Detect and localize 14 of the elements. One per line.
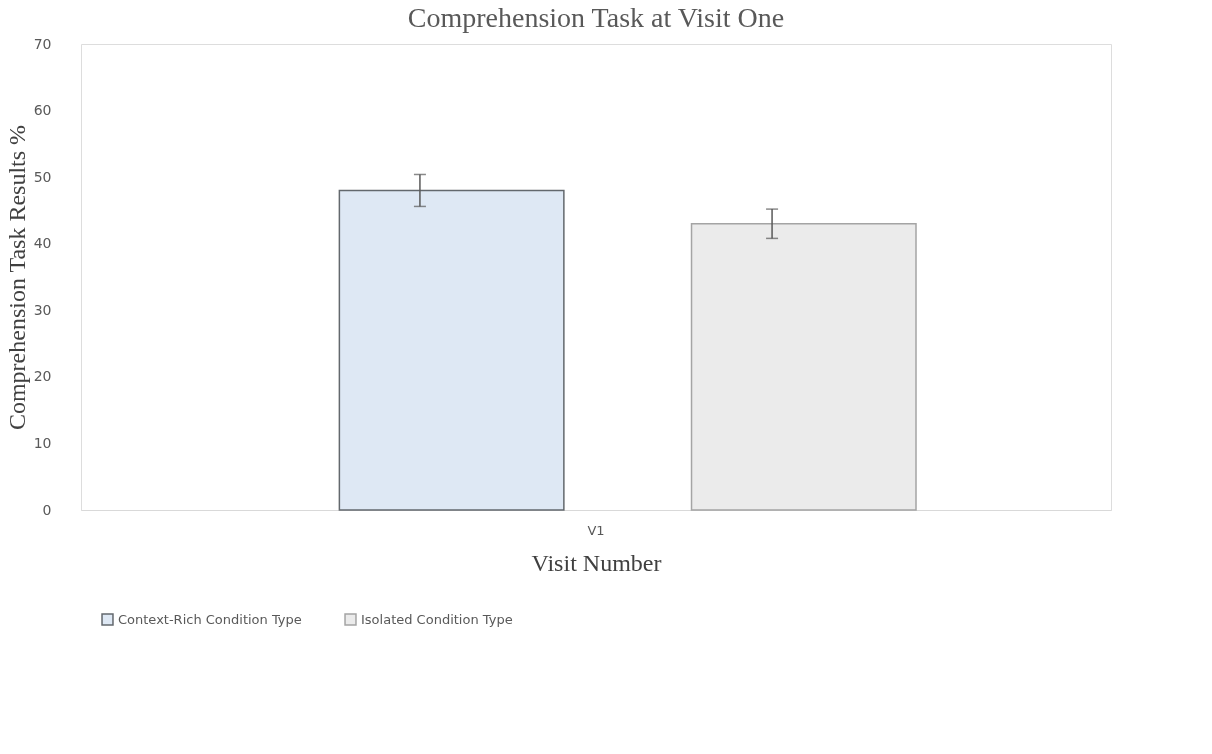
y-tick-label: 20: [33, 368, 52, 385]
y-tick-label: 30: [33, 301, 52, 318]
y-tick-label: 60: [33, 102, 52, 119]
chart-title: Comprehension Task at Visit One: [407, 2, 785, 33]
y-tick-label: 0: [42, 501, 52, 518]
y-tick-label: 70: [33, 35, 52, 52]
legend-label: Context-Rich Condition Type: [118, 611, 302, 627]
y-tick-label: 40: [33, 235, 52, 252]
y-tick-label: 50: [33, 168, 52, 185]
x-tick-label: V1: [587, 522, 605, 538]
x-axis-title: Visit Number: [531, 549, 662, 576]
y-tick-label: 10: [33, 434, 52, 451]
y-axis-title: Comprehension Task Results %: [3, 124, 30, 431]
legend-label: Isolated Condition Type: [361, 611, 513, 627]
